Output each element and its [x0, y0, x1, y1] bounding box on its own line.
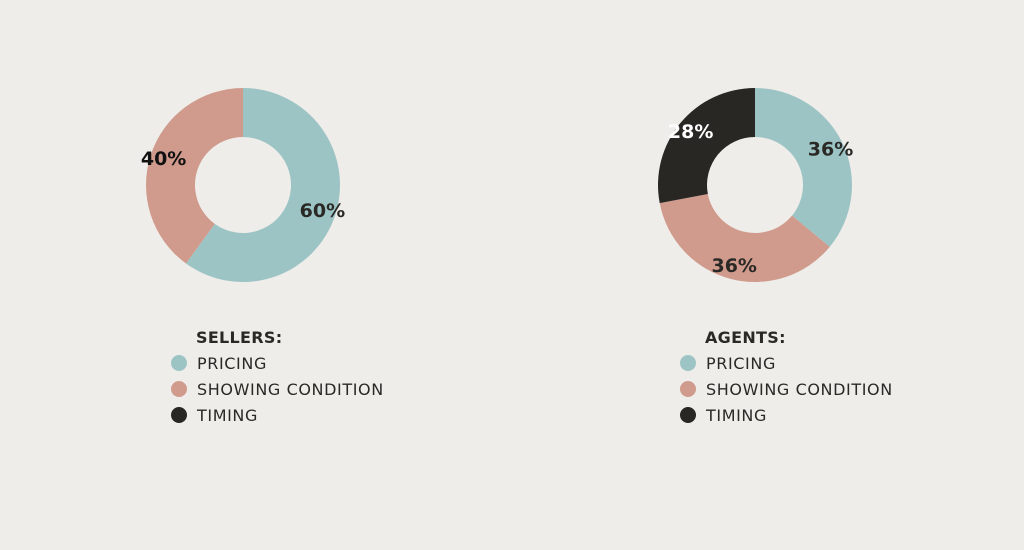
sellers-chart: 60% 40% SELLERS: PRICING SHOWING CONDITIO… [141, 87, 384, 428]
legend-label-showing-condition: SHOWING CONDITION [706, 379, 893, 399]
legend-label-pricing: PRICING [197, 353, 267, 373]
legend-item-pricing: PRICING [680, 350, 893, 376]
sellers-legend: SELLERS: PRICING SHOWING CONDITION TIMIN… [171, 326, 384, 428]
slice-timing [658, 88, 755, 204]
legend-label-pricing: PRICING [706, 353, 776, 373]
slice-pricing [185, 87, 341, 282]
legend-item-timing: TIMING [171, 402, 384, 428]
showing-condition-color-dot [171, 381, 187, 397]
timing-color-dot [680, 407, 696, 423]
legend-item-pricing: PRICING [171, 350, 384, 376]
sellers-donut: 60% 40% [141, 87, 345, 282]
legend-label-timing: TIMING [706, 405, 767, 425]
slice-label-pricing: 60% [300, 200, 345, 222]
agents-legend-title: AGENTS: [705, 328, 786, 347]
slice-label-showing-condition: 36% [711, 255, 756, 277]
legend-item-timing: TIMING [680, 402, 893, 428]
pricing-color-dot [680, 355, 696, 371]
agents-donut: 36% 36% 28% [658, 88, 853, 282]
pricing-color-dot [171, 355, 187, 371]
legend-label-showing-condition: SHOWING CONDITION [197, 379, 384, 399]
timing-color-dot [171, 407, 187, 423]
slice-label-showing-condition: 40% [141, 148, 186, 170]
slice-pricing [755, 88, 852, 247]
legend-label-timing: TIMING [197, 405, 258, 425]
showing-condition-color-dot [680, 381, 696, 397]
agents-legend: AGENTS: PRICING SHOWING CONDITION TIMING [680, 326, 893, 428]
slice-showing-condition [146, 88, 243, 264]
agents-chart: 36% 36% 28% AGENTS: PRICING SHOWING CONDIT… [512, 0, 1024, 550]
slice-showing-condition [659, 193, 830, 282]
legend-item-showing-condition: SHOWING CONDITION [171, 376, 384, 402]
sellers-legend-title: SELLERS: [196, 328, 283, 347]
legend-item-showing-condition: SHOWING CONDITION [680, 376, 893, 402]
slice-label-timing: 28% [668, 121, 713, 143]
slice-label-pricing: 36% [808, 138, 853, 160]
